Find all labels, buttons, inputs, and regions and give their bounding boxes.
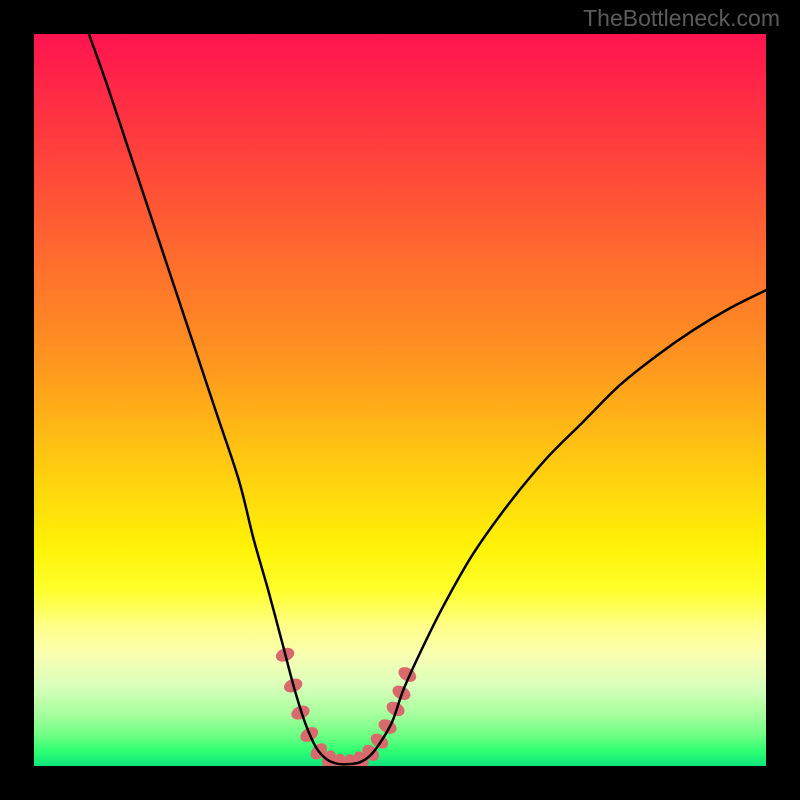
background-gradient [34, 34, 766, 766]
figure-container: TheBottleneck.com [0, 0, 800, 800]
plot-area [34, 34, 766, 766]
watermark-text: TheBottleneck.com [583, 5, 780, 32]
